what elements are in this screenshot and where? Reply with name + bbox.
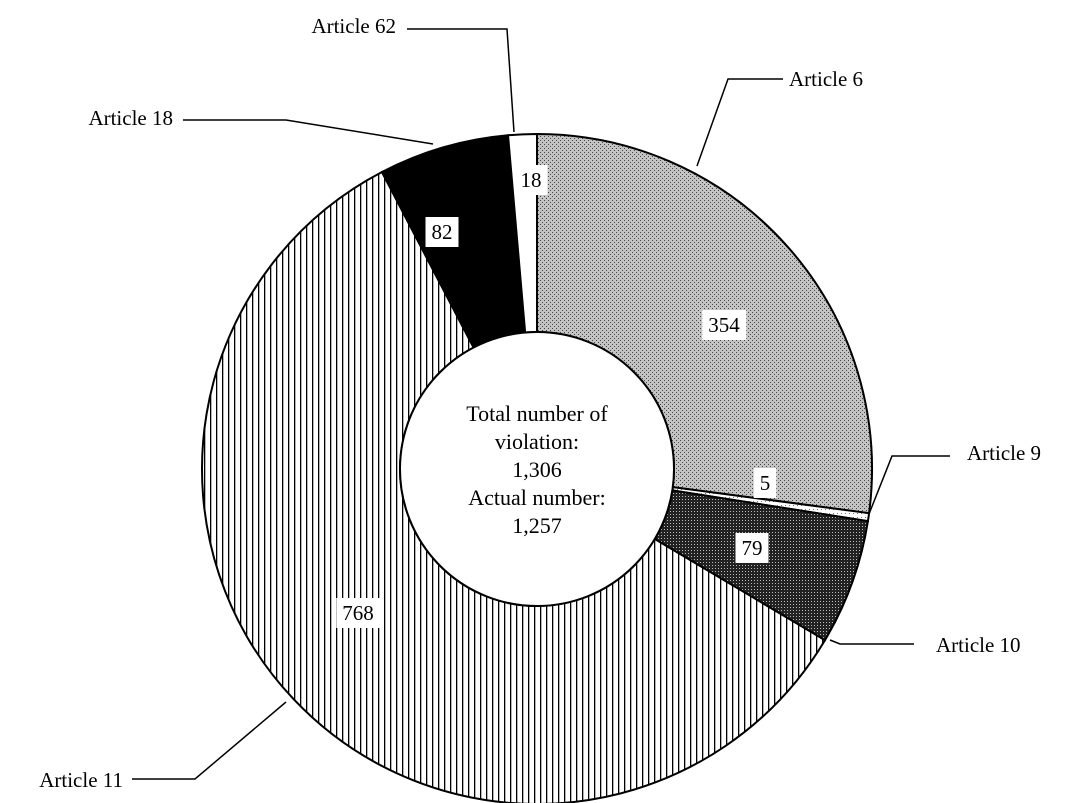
svg-text:79: 79 [742, 536, 763, 560]
category-label-article-6: Article 6 [789, 67, 863, 91]
category-label-article-11: Article 11 [39, 768, 123, 792]
svg-text:82: 82 [432, 220, 453, 244]
center-text-line-4: Actual number: [468, 485, 605, 510]
leader-line-article-9 [868, 455, 950, 515]
value-label-article-10: 79 [735, 533, 769, 563]
center-text-line-3: 1,306 [512, 457, 562, 482]
leader-line-article-11 [132, 701, 287, 780]
svg-text:354: 354 [708, 313, 740, 337]
value-label-article-62: 18 [514, 165, 548, 195]
value-label-article-11: 768 [336, 598, 380, 628]
category-label-article-10: Article 10 [936, 633, 1021, 657]
value-label-article-9: 5 [753, 468, 777, 498]
center-text-line-5: 1,257 [512, 513, 562, 538]
center-hole: Total number of violation: 1,306 Actual num… [399, 331, 675, 607]
donut-hole [399, 331, 675, 607]
value-label-article-18: 82 [425, 217, 459, 247]
leader-line-article-10 [829, 639, 914, 645]
value-labels-group: 354 5 79 768 82 18 [336, 165, 777, 628]
category-label-article-18: Article 18 [88, 106, 173, 130]
leader-lines-group [132, 28, 950, 780]
center-text-line-2: violation: [495, 429, 579, 454]
category-label-article-62: Article 62 [311, 14, 396, 38]
center-text-line-1: Total number of [466, 401, 608, 426]
leader-line-article-62 [407, 28, 515, 133]
value-label-article-6: 354 [702, 310, 747, 340]
category-labels-group: Article 6 Article 9 Article 10 Article 11 Ar… [39, 14, 1041, 792]
svg-text:18: 18 [521, 168, 542, 192]
leader-line-article-18 [183, 119, 434, 145]
svg-text:768: 768 [342, 601, 374, 625]
svg-text:5: 5 [760, 471, 771, 495]
category-label-article-9: Article 9 [967, 441, 1041, 465]
leader-line-article-6 [696, 78, 783, 167]
